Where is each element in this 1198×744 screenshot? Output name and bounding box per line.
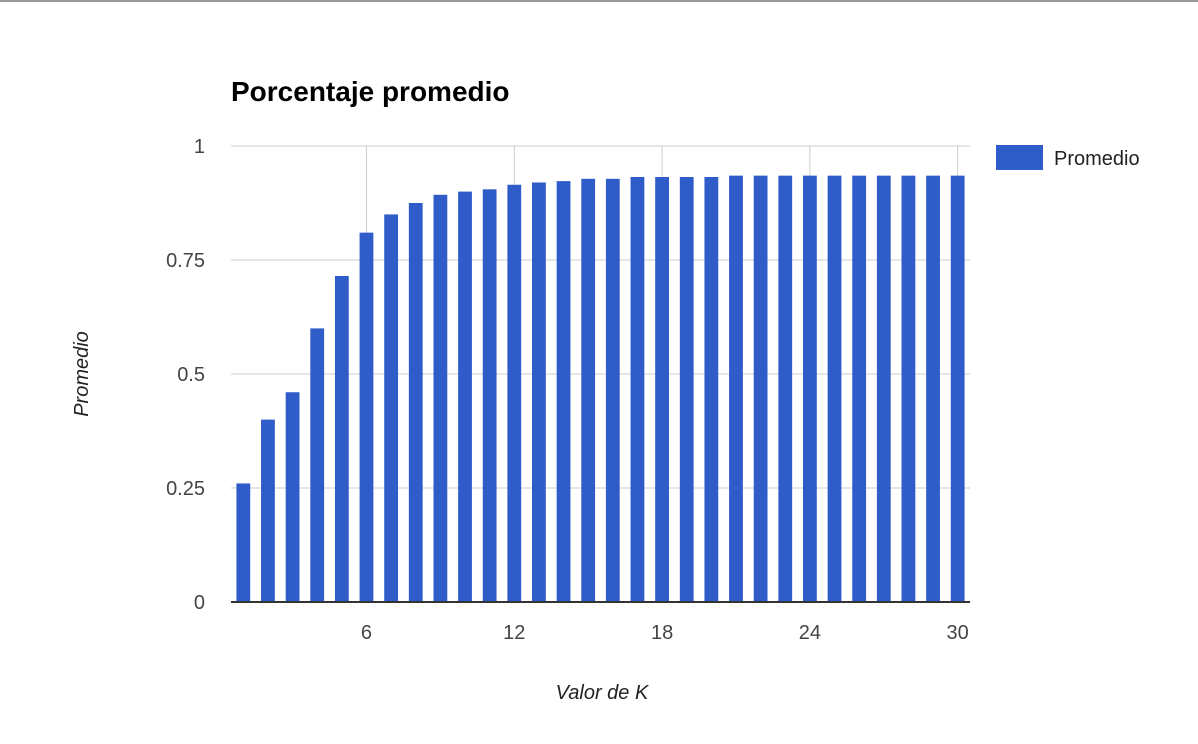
legend: Promedio <box>996 145 1140 170</box>
bar-k-23 <box>778 175 793 602</box>
bar-k-5 <box>334 275 349 602</box>
bar-k-9 <box>433 194 448 603</box>
bar-k-12 <box>507 184 522 602</box>
bar-k-3 <box>285 392 300 602</box>
bar-k-18 <box>655 177 669 602</box>
y-tick-label: 1 <box>194 136 205 158</box>
bar-k-13 <box>532 182 546 603</box>
x-axis-title: Valor de K <box>556 682 650 704</box>
bar-k-7 <box>384 214 399 602</box>
x-tick-label: 6 <box>361 622 372 644</box>
x-tick-labels: 6 12 18 24 30 <box>361 622 969 644</box>
bar-k-24 <box>802 175 817 602</box>
bar-k-15 <box>581 178 596 602</box>
bar-k-20 <box>704 177 719 602</box>
bar-k-19 <box>679 177 694 602</box>
bar-k-10 <box>458 191 472 602</box>
legend-swatch <box>996 145 1043 170</box>
bar-k-2 <box>261 419 275 602</box>
bar-k-6 <box>359 232 374 602</box>
bar-k-17 <box>630 177 645 602</box>
y-tick-label: 0.25 <box>166 478 205 500</box>
bar-k-1 <box>236 483 251 602</box>
bar-k-11 <box>482 189 497 602</box>
bar-k-28 <box>901 175 916 602</box>
bar-k-29 <box>926 175 940 602</box>
legend-label: Promedio <box>1054 148 1140 170</box>
bar-k-27 <box>876 175 891 602</box>
bar-k-25 <box>827 175 842 602</box>
bar-k-21 <box>729 175 743 602</box>
chart-title: Porcentaje promedio <box>231 76 510 107</box>
bar-k-14 <box>556 181 571 602</box>
bars <box>236 175 965 603</box>
bar-k-8 <box>408 203 423 602</box>
y-tick-label: 0 <box>194 592 205 614</box>
y-tick-label: 0.75 <box>166 250 205 272</box>
y-tick-label: 0.5 <box>177 364 205 386</box>
x-tick-label: 12 <box>503 622 525 644</box>
x-tick-label: 24 <box>799 622 821 644</box>
x-tick-label: 30 <box>947 622 969 644</box>
y-tick-labels: 0 0.25 0.5 0.75 1 <box>166 136 205 614</box>
x-tick-label: 18 <box>651 622 673 644</box>
bar-k-26 <box>852 175 867 602</box>
y-axis-title: Promedio <box>71 331 93 417</box>
bar-k-30 <box>950 175 965 602</box>
bar-k-4 <box>310 328 325 602</box>
bar-k-16 <box>605 178 620 602</box>
bar-k-22 <box>753 175 768 602</box>
